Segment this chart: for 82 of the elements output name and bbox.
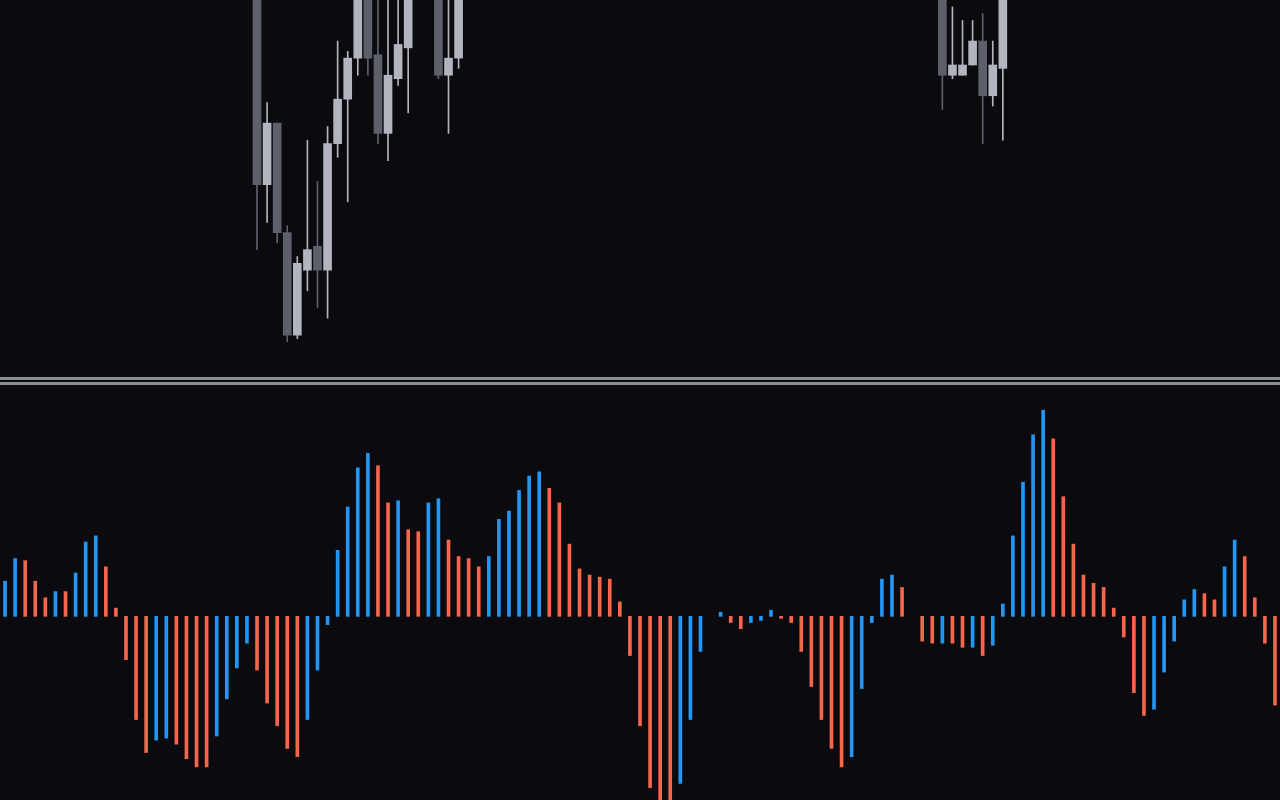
bar (1021, 481, 1025, 617)
bar (255, 616, 259, 671)
bar (3, 580, 7, 617)
bar (93, 535, 98, 617)
bar (668, 616, 673, 800)
bar (607, 578, 612, 617)
bar (235, 616, 239, 669)
bar (648, 616, 652, 788)
bar (869, 616, 874, 623)
bar (376, 465, 380, 617)
bar (104, 566, 108, 617)
bar (1142, 616, 1146, 716)
bar (1031, 434, 1035, 617)
bar (507, 510, 511, 617)
bar (1182, 599, 1187, 617)
bar (890, 574, 894, 617)
bar (1132, 616, 1136, 694)
bar (1051, 438, 1056, 617)
bar (527, 475, 531, 617)
bar (1001, 603, 1005, 617)
bar (1252, 597, 1257, 617)
bar (769, 609, 773, 617)
bar (416, 531, 421, 617)
bar (124, 616, 128, 661)
bar (1061, 496, 1066, 617)
bar (738, 616, 743, 630)
bar (597, 576, 602, 617)
bar (275, 616, 279, 727)
bar (285, 616, 290, 749)
bar (638, 616, 642, 727)
bar (920, 616, 925, 642)
bar (658, 616, 662, 800)
bar (678, 616, 683, 784)
bar (366, 453, 370, 617)
bar (13, 558, 17, 617)
bar (628, 616, 632, 656)
bar (23, 560, 28, 617)
bar (345, 506, 350, 617)
bar (1111, 607, 1116, 617)
bar (547, 488, 552, 617)
bar (1152, 616, 1156, 710)
bar (990, 616, 995, 646)
bar (114, 607, 118, 617)
bar (245, 616, 249, 644)
bar (517, 490, 521, 617)
bar (880, 578, 884, 617)
bar (537, 471, 542, 617)
bar (406, 529, 411, 617)
bar (214, 616, 219, 737)
bar (144, 616, 148, 753)
bar (1273, 616, 1277, 706)
bar (728, 616, 733, 623)
bar (930, 616, 935, 644)
bar (799, 616, 804, 652)
bar (1162, 616, 1166, 673)
bar (154, 616, 159, 741)
bar (476, 566, 481, 617)
bar (1121, 616, 1126, 638)
bar (486, 556, 491, 617)
bar (386, 502, 390, 617)
bar (265, 616, 269, 704)
bar (164, 616, 169, 739)
bar (134, 616, 138, 720)
bar (355, 467, 360, 617)
bar (759, 616, 763, 621)
bar (224, 616, 229, 700)
bar (618, 601, 622, 617)
bar (789, 616, 794, 623)
bar (1263, 616, 1267, 644)
bar (33, 580, 38, 617)
bar (779, 616, 783, 619)
bar (859, 616, 864, 689)
bar (749, 616, 753, 623)
bar (497, 519, 501, 617)
bar (1041, 410, 1045, 617)
bar (1242, 556, 1247, 617)
bar (396, 500, 400, 617)
bar (1011, 535, 1015, 617)
bar (900, 587, 904, 617)
bar (295, 616, 300, 757)
bar (1172, 616, 1176, 642)
bar (980, 616, 985, 656)
